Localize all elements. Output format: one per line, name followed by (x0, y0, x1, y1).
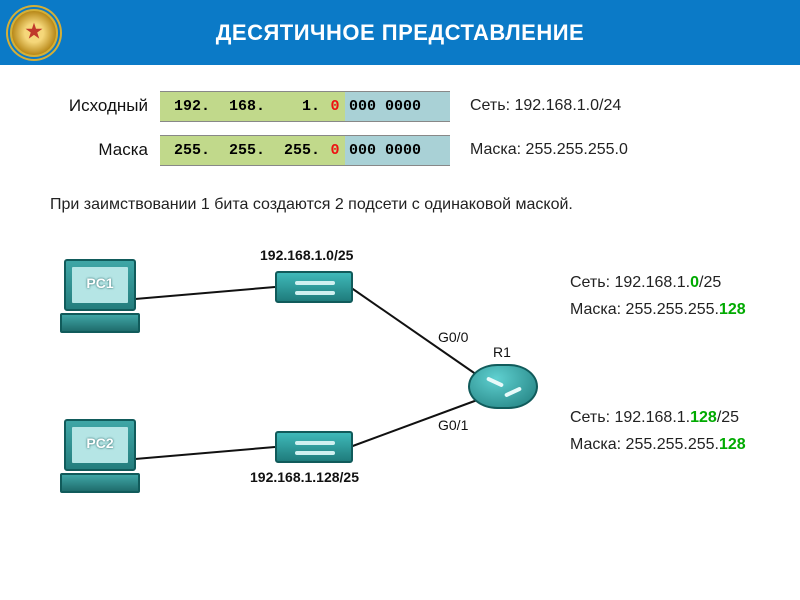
octet-table: Исходный 192. 168. 1. 0 000 0000 Сеть: 1… (50, 90, 750, 166)
octet-highlight-bit: 0 (325, 136, 345, 165)
pc1-label: PC1 (55, 275, 145, 291)
subnet2-net: Сеть: 192.168.1.128/25 (570, 404, 746, 431)
octet-cell: 255. (160, 136, 215, 165)
subnet1-mask: Маска: 255.255.255.128 (570, 296, 746, 323)
subnet1-net: Сеть: 192.168.1.0/25 (570, 269, 746, 296)
content-area: Исходный 192. 168. 1. 0 000 0000 Сеть: 1… (0, 65, 800, 529)
octet-cell: 192. (160, 92, 215, 121)
octet-highlight-bit: 0 (325, 92, 345, 121)
row-label: Исходный (50, 96, 160, 116)
row-label: Маска (50, 140, 160, 160)
pc2-label: PC2 (55, 435, 145, 451)
row-info: Маска: 255.255.255.0 (450, 141, 628, 159)
switch1-cidr-label: 192.168.1.0/25 (260, 247, 353, 263)
explain-text: При заимствовании 1 бита создаются 2 под… (50, 196, 750, 214)
octet-cell: 255. (215, 136, 270, 165)
row-cells: 255. 255. 255. 0 000 0000 (160, 135, 450, 166)
subnet2-mask: Маска: 255.255.255.128 (570, 431, 746, 458)
switch1-icon (275, 271, 353, 303)
switch2-cidr-label: 192.168.1.128/25 (250, 469, 359, 485)
octet-row-mask: Маска 255. 255. 255. 0 000 0000 Маска: 2… (50, 134, 750, 166)
octet-cell: 1. (270, 92, 325, 121)
octet-cell: 168. (215, 92, 270, 121)
row-cells: 192. 168. 1. 0 000 0000 (160, 91, 450, 122)
octet-row-source: Исходный 192. 168. 1. 0 000 0000 Сеть: 1… (50, 90, 750, 122)
router-label: R1 (493, 344, 511, 360)
port-g01-label: G0/1 (438, 417, 468, 433)
switch2-icon (275, 431, 353, 463)
subnet2-info: Сеть: 192.168.1.128/25 Маска: 255.255.25… (570, 404, 746, 458)
subnet1-info: Сеть: 192.168.1.0/25 Маска: 255.255.255.… (570, 269, 746, 323)
pc2-icon: PC2 (55, 419, 145, 499)
emblem-icon (10, 9, 58, 57)
router-icon (468, 364, 538, 409)
octet-bits: 000 0000 (345, 92, 450, 121)
port-g00-label: G0/0 (438, 329, 468, 345)
pc1-icon: PC1 (55, 259, 145, 339)
slide-title: ДЕСЯТИЧНОЕ ПРЕДСТАВЛЕНИЕ (10, 20, 790, 46)
octet-cell: 255. (270, 136, 325, 165)
header-bar: ДЕСЯТИЧНОЕ ПРЕДСТАВЛЕНИЕ (0, 0, 800, 65)
octet-bits: 000 0000 (345, 136, 450, 165)
network-diagram: PC1 PC2 192.168.1.0/25 192.168.1.128/25 … (50, 229, 750, 519)
row-info: Сеть: 192.168.1.0/24 (450, 97, 621, 115)
